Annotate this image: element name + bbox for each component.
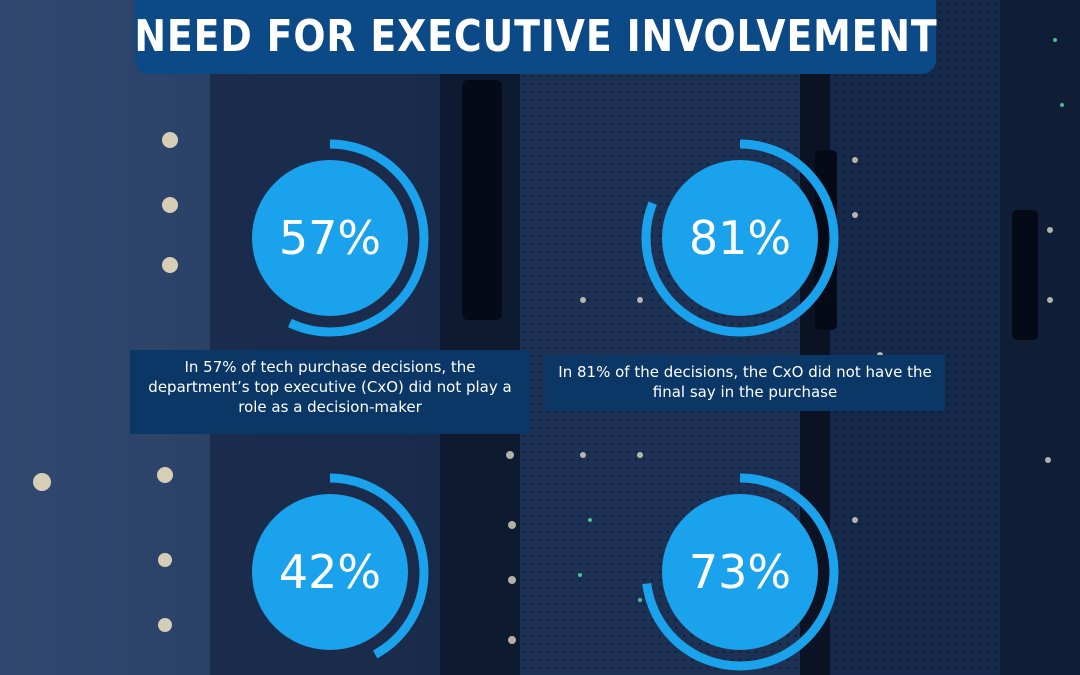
stat-ring-2: [641, 139, 839, 337]
stat-circle-1: 57%: [230, 138, 430, 338]
stat-disc-4: [662, 494, 818, 650]
stat-ring-4: [641, 473, 839, 671]
stat-value-2: 81%: [688, 211, 792, 265]
stat-disc-1: [252, 160, 408, 316]
stat-disc-3: [252, 494, 408, 650]
stat-circle-3: 42%: [230, 472, 430, 672]
stat-circle-4: 73%: [640, 472, 840, 672]
stat-circle-2: 81%: [640, 138, 840, 338]
stat-value-1: 57%: [278, 211, 382, 265]
title-banner: NEED FOR EXECUTIVE INVOLVEMENT: [133, 0, 938, 74]
stat-ring-3: [231, 473, 429, 671]
stat-ring-1: [231, 139, 429, 337]
stat-value-3: 42%: [278, 545, 382, 599]
stat-caption-2: In 81% of the decisions, the CxO did not…: [545, 355, 945, 411]
stat-caption-1: In 57% of tech purchase decisions, the d…: [130, 350, 530, 434]
stat-value-4: 73%: [688, 545, 792, 599]
page-title: NEED FOR EXECUTIVE INVOLVEMENT: [133, 10, 938, 62]
stat-disc-2: [662, 160, 818, 316]
